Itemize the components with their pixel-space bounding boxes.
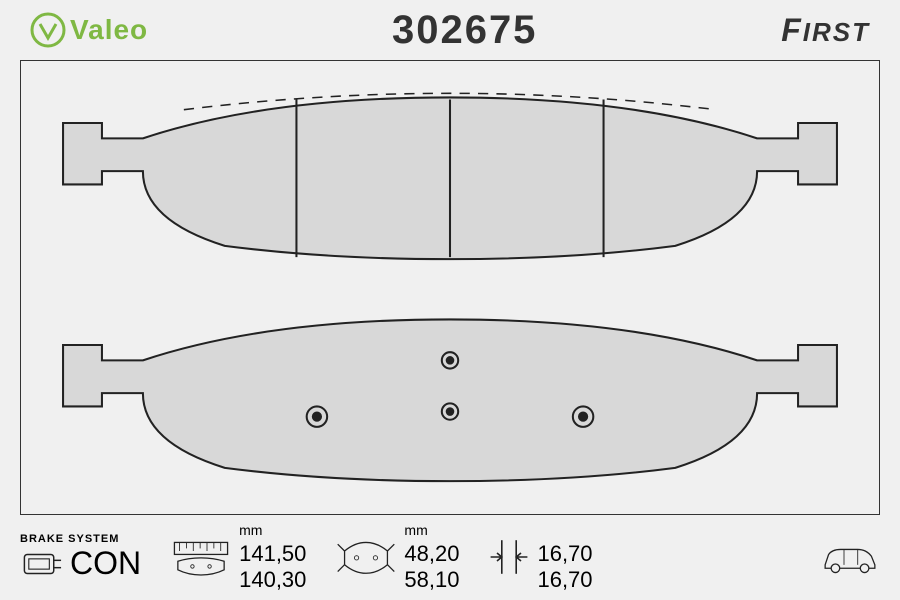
- brake-system-code: CON: [70, 545, 141, 582]
- spec-height: mm 48,20 58,10: [336, 522, 459, 594]
- brake-pad-top: [61, 81, 839, 273]
- thickness-icon: [489, 532, 529, 582]
- length-val2: 140,30: [239, 567, 306, 593]
- height-val2: 58,10: [404, 567, 459, 593]
- spec-length: mm 141,50 140,30: [171, 522, 306, 594]
- first-logo: FIRST: [781, 12, 870, 49]
- valeo-logo: Valeo: [30, 12, 148, 48]
- valeo-icon: [30, 12, 66, 48]
- part-number: 302675: [392, 8, 537, 53]
- spec-thickness: 16,70 16,70: [489, 522, 592, 594]
- thickness-val2: 16,70: [537, 567, 592, 593]
- car-icon: [820, 538, 880, 578]
- brake-pad-bottom: [61, 303, 839, 495]
- logo-text: Valeo: [70, 14, 148, 46]
- caliper-icon: [20, 545, 64, 583]
- drawing-frame: [20, 60, 880, 515]
- spec-footer: BRAKE SYSTEM CON mm 141,50 140,30: [0, 515, 900, 600]
- length-val1: 141,50: [239, 541, 306, 567]
- thickness-val1: 16,70: [537, 541, 592, 567]
- length-unit: mm: [239, 522, 306, 539]
- brake-system-label: BRAKE SYSTEM: [20, 533, 119, 545]
- height-unit: mm: [404, 522, 459, 539]
- ruler-icon: [171, 532, 231, 582]
- height-val1: 48,20: [404, 541, 459, 567]
- height-icon: [336, 532, 396, 582]
